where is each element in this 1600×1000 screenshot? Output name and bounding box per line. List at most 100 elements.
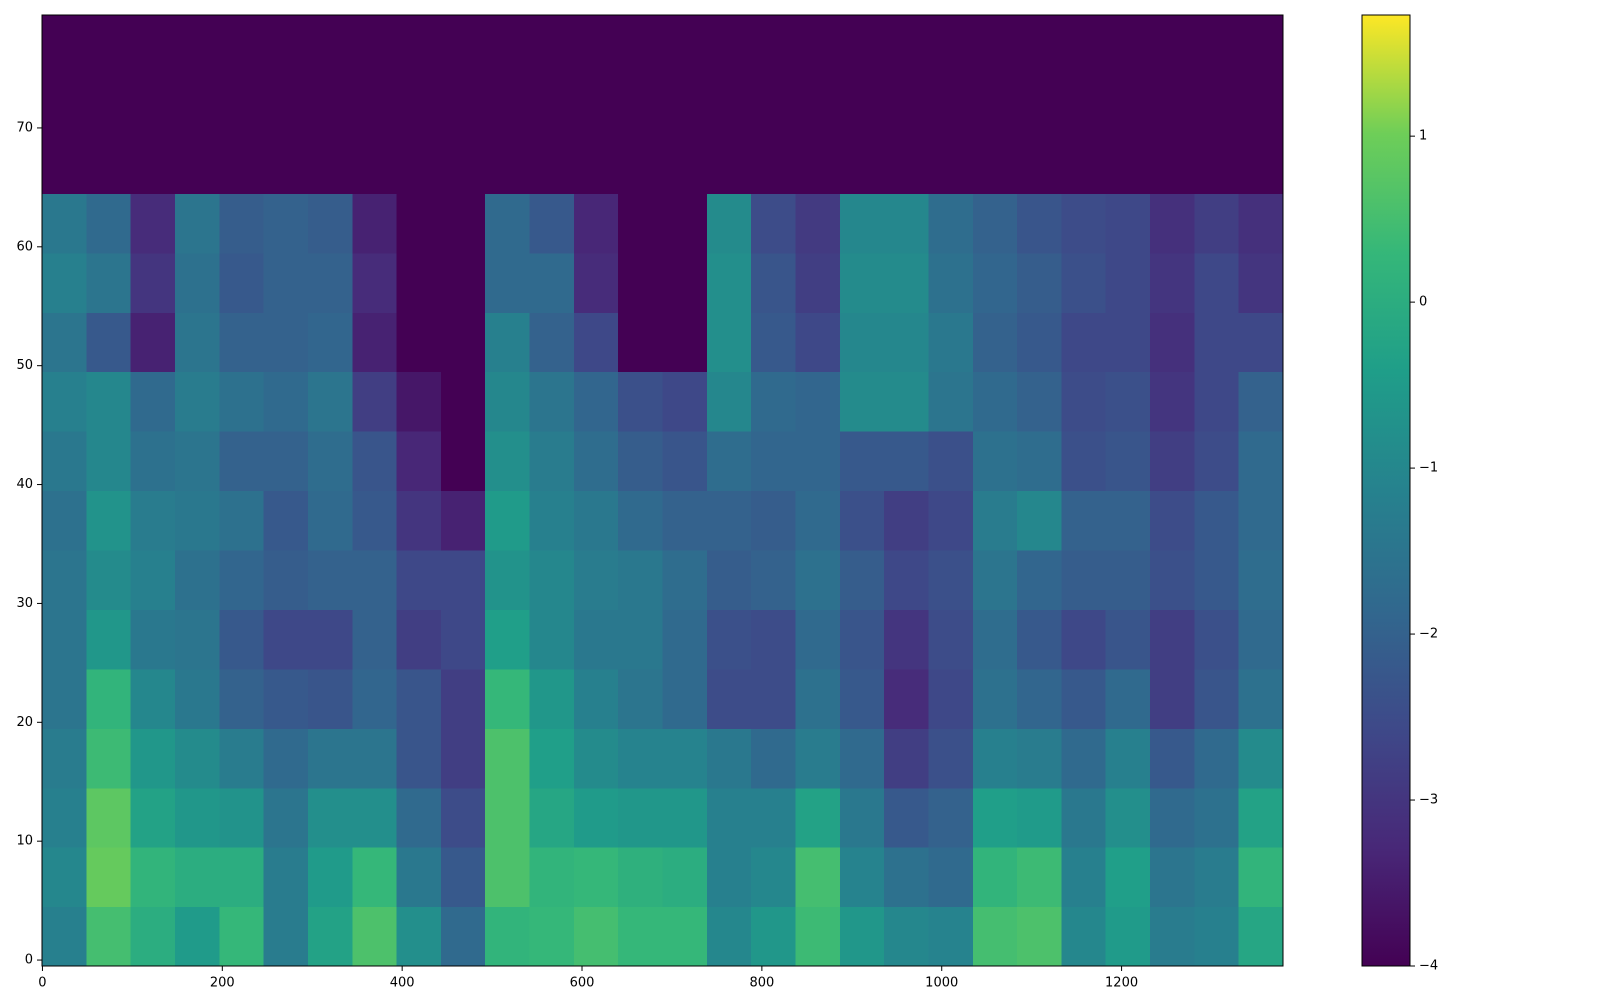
heatmap-cell xyxy=(1150,193,1195,254)
heatmap-cell xyxy=(884,668,930,729)
heatmap-cell xyxy=(795,728,841,789)
heatmap-cell xyxy=(751,371,797,432)
heatmap-cell xyxy=(1194,371,1240,432)
heatmap-cell xyxy=(928,74,974,135)
heatmap-cell xyxy=(1194,668,1240,729)
heatmap-cell xyxy=(130,609,176,670)
heatmap-cell xyxy=(751,252,797,313)
heatmap-cell xyxy=(174,431,220,492)
heatmap-cell xyxy=(219,728,265,789)
heatmap-cell xyxy=(1150,15,1195,76)
heatmap-cell xyxy=(42,74,87,135)
heatmap-cell xyxy=(1105,15,1151,76)
heatmap-cell xyxy=(396,431,442,492)
heatmap-cell xyxy=(130,133,176,194)
heatmap-cell xyxy=(928,371,974,432)
y-tick-label: 30 xyxy=(16,596,33,611)
heatmap-cell xyxy=(263,193,309,254)
heatmap-cell xyxy=(928,668,974,729)
heatmap-cell xyxy=(1017,847,1062,908)
colorbar-tick-label: −1 xyxy=(1419,461,1438,476)
heatmap-cell xyxy=(1194,252,1240,313)
heatmap-cell xyxy=(928,15,974,76)
heatmap-cell xyxy=(529,133,575,194)
heatmap-cell xyxy=(662,847,708,908)
heatmap-cell xyxy=(130,728,176,789)
heatmap-cell xyxy=(485,431,531,492)
heatmap xyxy=(42,15,1284,967)
heatmap-cell xyxy=(573,74,619,135)
heatmap-cell xyxy=(219,490,265,551)
heatmap-cell xyxy=(1061,252,1107,313)
heatmap-cell xyxy=(972,728,1018,789)
heatmap-cell xyxy=(396,787,442,848)
heatmap-cell xyxy=(1105,549,1151,610)
heatmap-cell xyxy=(130,193,176,254)
heatmap-cell xyxy=(485,74,531,135)
heatmap-cell xyxy=(573,252,619,313)
heatmap-cell xyxy=(573,193,619,254)
heatmap-cell xyxy=(1150,490,1195,551)
colorbar-tick-label: −3 xyxy=(1419,793,1438,808)
heatmap-cell xyxy=(972,668,1018,729)
heatmap-cell xyxy=(529,15,575,76)
heatmap-cell xyxy=(1150,906,1195,967)
heatmap-cell xyxy=(1105,252,1151,313)
heatmap-cell xyxy=(396,847,442,908)
colorbar-tick-label: −2 xyxy=(1419,627,1438,642)
heatmap-cell xyxy=(352,133,398,194)
heatmap-cell xyxy=(1017,787,1062,848)
heatmap-cell xyxy=(1017,668,1062,729)
heatmap-cell xyxy=(529,312,575,373)
heatmap-cell xyxy=(174,906,220,967)
heatmap-cell xyxy=(751,668,797,729)
heatmap-cell xyxy=(352,252,398,313)
heatmap-cell xyxy=(972,906,1018,967)
heatmap-cell xyxy=(706,668,752,729)
heatmap-cell xyxy=(396,371,442,432)
heatmap-cell xyxy=(751,549,797,610)
y-tick-label: 20 xyxy=(16,715,33,730)
heatmap-cell xyxy=(662,252,708,313)
heatmap-cell xyxy=(352,371,398,432)
y-tick-label: 0 xyxy=(25,953,33,968)
heatmap-cell xyxy=(839,490,885,551)
heatmap-cell xyxy=(130,312,176,373)
heatmap-cell xyxy=(1061,133,1107,194)
heatmap-cell xyxy=(174,74,220,135)
heatmap-cell xyxy=(42,847,87,908)
heatmap-cell xyxy=(219,847,265,908)
heatmap-cell xyxy=(618,431,664,492)
heatmap-cell xyxy=(928,133,974,194)
heatmap-cell xyxy=(884,312,930,373)
heatmap-cell xyxy=(219,787,265,848)
heatmap-cell xyxy=(440,728,486,789)
heatmap-cell xyxy=(1194,193,1240,254)
heatmap-cell xyxy=(307,906,353,967)
heatmap-cell xyxy=(573,609,619,670)
heatmap-cell xyxy=(352,787,398,848)
heatmap-cell xyxy=(307,847,353,908)
heatmap-cell xyxy=(1105,74,1151,135)
heatmap-cell xyxy=(1194,431,1240,492)
heatmap-cell xyxy=(839,252,885,313)
heatmap-cell xyxy=(751,74,797,135)
heatmap-cell xyxy=(352,609,398,670)
heatmap-cell xyxy=(529,252,575,313)
heatmap-cell xyxy=(706,728,752,789)
heatmap-cell xyxy=(839,787,885,848)
heatmap-cell xyxy=(706,133,752,194)
heatmap-cell xyxy=(972,490,1018,551)
heatmap-cell xyxy=(1105,193,1151,254)
heatmap-cell xyxy=(1061,193,1107,254)
heatmap-cell xyxy=(795,74,841,135)
heatmap-cell xyxy=(928,312,974,373)
heatmap-cell xyxy=(662,193,708,254)
heatmap-cell xyxy=(972,74,1018,135)
heatmap-cell xyxy=(352,906,398,967)
heatmap-cell xyxy=(174,133,220,194)
heatmap-cell xyxy=(307,431,353,492)
heatmap-cell xyxy=(130,252,176,313)
heatmap-cell xyxy=(130,371,176,432)
heatmap-cell xyxy=(1105,668,1151,729)
